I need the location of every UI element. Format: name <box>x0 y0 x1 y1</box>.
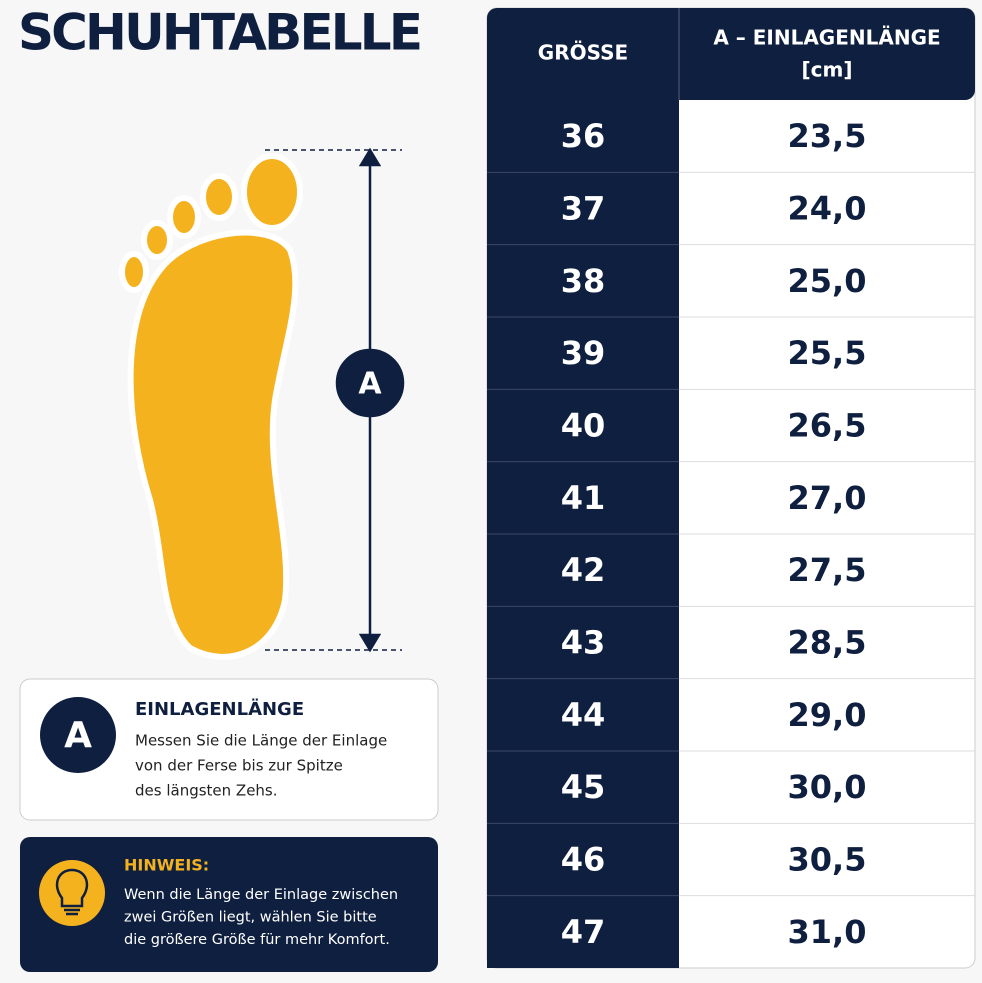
header-cell: [cm] <box>802 58 853 82</box>
size-cell: 43 <box>561 624 606 662</box>
length-cell: 30,5 <box>788 841 867 879</box>
length-cell: 25,5 <box>788 334 867 372</box>
bulb-glyph <box>55 868 89 916</box>
diagram-label: A <box>358 367 382 402</box>
size-column-bg <box>487 90 679 968</box>
length-cell: 24,0 <box>788 190 867 228</box>
size-cell: 38 <box>561 262 606 300</box>
info-text: von der Ferse bis zur Spitze <box>135 757 343 775</box>
length-cell: 28,5 <box>788 624 867 662</box>
note-title: HINWEIS: <box>124 856 209 875</box>
size-cell: 39 <box>561 334 606 372</box>
note-box <box>20 837 438 972</box>
info-box <box>19 678 439 821</box>
length-cell: 27,5 <box>788 551 867 589</box>
size-cell: 42 <box>561 551 606 589</box>
size-cell: 37 <box>561 190 606 228</box>
info-badge-bg <box>40 697 116 773</box>
note-text: Wenn die Länge der Einlage zwischen <box>124 887 398 903</box>
title: SCHUHTABELLE <box>18 4 423 62</box>
note-text: zwei Größen liegt, wählen Sie bitte <box>124 910 377 926</box>
size-cell: 36 <box>561 117 606 155</box>
foot <box>119 153 303 660</box>
info-text: Messen Sie die Länge der Einlage <box>135 732 387 750</box>
length-cell: 23,5 <box>788 117 867 155</box>
measure <box>265 147 405 653</box>
info-title: EINLAGENLÄNGE <box>135 698 304 720</box>
size-cell: 46 <box>561 841 606 879</box>
length-cell: 26,5 <box>788 407 867 445</box>
size-cell: 41 <box>561 479 606 517</box>
header-bg <box>487 8 975 100</box>
size-cell: 40 <box>561 407 606 445</box>
info-text: des längsten Zehs. <box>135 782 278 800</box>
header-cell: GRÖSSE <box>538 41 628 65</box>
length-cell: 25,0 <box>788 262 867 300</box>
length-cell: 30,0 <box>788 768 867 806</box>
length-cell: 31,0 <box>788 913 867 951</box>
length-cell: 29,0 <box>788 696 867 734</box>
size-cell: 45 <box>561 768 606 806</box>
length-cell: 27,0 <box>788 479 867 517</box>
header-cell: A – EINLAGENLÄNGE <box>713 26 940 50</box>
bulb-icon <box>39 860 105 926</box>
info-badge: A <box>64 715 92 756</box>
size-cell: 44 <box>561 696 606 734</box>
size-cell: 47 <box>561 913 606 951</box>
note-text: die größere Größe für mehr Komfort. <box>124 932 390 948</box>
